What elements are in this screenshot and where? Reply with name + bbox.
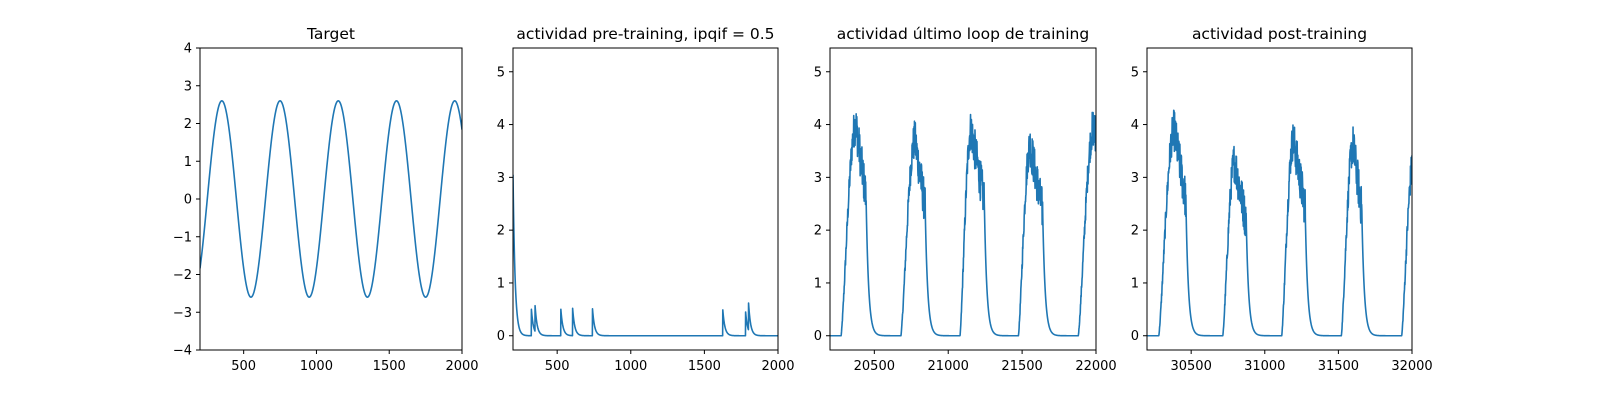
y-tick-label: 5 xyxy=(1131,65,1139,80)
y-tick-label: −1 xyxy=(173,230,192,245)
x-tick-label: 1000 xyxy=(300,359,333,374)
x-tick-label: 30500 xyxy=(1170,359,1211,374)
x-tick-label: 22000 xyxy=(1075,359,1116,374)
x-tick-label: 31000 xyxy=(1244,359,1285,374)
y-tick-label: 3 xyxy=(497,171,505,186)
x-tick-label: 2000 xyxy=(761,359,794,374)
series-line xyxy=(200,100,462,298)
chart-title: actividad último loop de training xyxy=(837,25,1089,43)
y-tick-label: 1 xyxy=(497,276,505,291)
y-tick-label: 0 xyxy=(1131,329,1139,344)
y-tick-label: 4 xyxy=(497,118,505,133)
series-line xyxy=(1147,109,1412,337)
y-tick-label: 4 xyxy=(184,42,192,57)
y-tick-label: 2 xyxy=(184,117,192,132)
x-tick-label: 31500 xyxy=(1318,359,1359,374)
chart-title: actividad pre-training, ipqif = 0.5 xyxy=(516,25,774,43)
axes-frame xyxy=(512,47,779,351)
y-tick-label: 2 xyxy=(1131,224,1139,239)
x-tick-label: 20500 xyxy=(854,359,895,374)
y-tick-label: 3 xyxy=(814,171,822,186)
x-tick-label: 21500 xyxy=(1001,359,1042,374)
axes-frame xyxy=(1146,47,1413,351)
x-tick-label: 21000 xyxy=(928,359,969,374)
x-tick-label: 1500 xyxy=(688,359,721,374)
x-tick-label: 1000 xyxy=(614,359,647,374)
axes-frame xyxy=(829,47,1097,351)
y-tick-label: 5 xyxy=(814,65,822,80)
y-tick-label: 5 xyxy=(497,65,505,80)
x-tick-label: 1500 xyxy=(373,359,406,374)
y-tick-label: 1 xyxy=(814,276,822,291)
x-tick-label: 500 xyxy=(545,359,570,374)
y-tick-label: −2 xyxy=(173,268,192,283)
y-tick-label: −4 xyxy=(173,344,192,359)
chart-title: Target xyxy=(306,25,355,43)
series-line xyxy=(830,111,1096,337)
y-tick-label: 3 xyxy=(1131,171,1139,186)
y-tick-label: 4 xyxy=(1131,118,1139,133)
y-tick-label: 1 xyxy=(1131,276,1139,291)
series-line xyxy=(513,174,778,337)
y-tick-label: 0 xyxy=(497,329,505,344)
y-tick-label: 2 xyxy=(497,224,505,239)
y-tick-label: 0 xyxy=(184,193,192,208)
chart-title: actividad post-training xyxy=(1192,25,1367,43)
y-tick-label: 0 xyxy=(814,329,822,344)
x-tick-label: 32000 xyxy=(1391,359,1432,374)
x-tick-label: 2000 xyxy=(445,359,478,374)
chart-panel-1: Target 500 1000 1500 2000 −4 −3 −2 −1 0 1 2 3 4 xyxy=(173,25,479,374)
y-tick-label: 4 xyxy=(814,118,822,133)
y-tick-label: 1 xyxy=(184,155,192,170)
y-tick-label: 3 xyxy=(184,79,192,94)
y-tick-label: −3 xyxy=(173,306,192,321)
y-tick-label: 2 xyxy=(814,224,822,239)
axes-frame xyxy=(199,47,463,351)
x-tick-label: 500 xyxy=(231,359,256,374)
